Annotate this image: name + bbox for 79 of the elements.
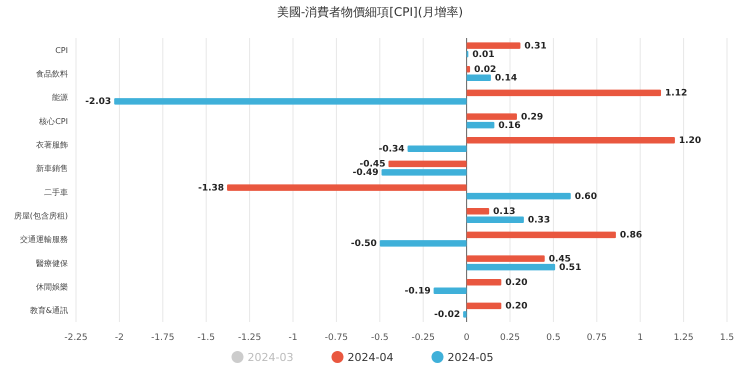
- y-tick-label: 醫療健保: [36, 258, 68, 268]
- bar: [463, 311, 467, 318]
- y-tick-label: CPI: [55, 46, 68, 55]
- data-label: -0.49: [352, 168, 379, 178]
- bar: [466, 302, 502, 310]
- bar: [466, 42, 520, 49]
- data-label: 1.12: [665, 88, 688, 99]
- data-label: 1.20: [678, 136, 702, 146]
- y-tick-label: 二手車: [44, 188, 68, 197]
- x-tick-label: -2: [114, 333, 124, 343]
- data-label: 0.16: [498, 120, 521, 131]
- data-label: 0.13: [493, 207, 516, 217]
- data-label: 0.45: [548, 254, 571, 264]
- bar: [466, 192, 571, 200]
- x-tick-label: -1.25: [238, 333, 262, 343]
- bar: [466, 122, 494, 128]
- data-label: 0.33: [528, 216, 550, 226]
- x-tick-label: 1.5: [720, 333, 734, 343]
- y-tick-label: 新車銷售: [36, 164, 68, 174]
- x-tick-label: 1.25: [674, 333, 694, 343]
- bar: [434, 288, 467, 294]
- legend-label: 2024-05: [448, 351, 494, 364]
- bar: [466, 113, 517, 120]
- x-tick-label: 0.75: [586, 333, 607, 343]
- y-tick-label: 核心CPI: [38, 116, 68, 126]
- data-label: -0.19: [404, 286, 431, 296]
- x-tick-label: -0.75: [324, 333, 348, 343]
- data-label: 0.29: [520, 112, 544, 122]
- bar: [382, 169, 467, 176]
- data-label: -2.03: [85, 97, 112, 108]
- data-label: 0.02: [474, 65, 496, 75]
- bar: [114, 98, 467, 105]
- data-label: 0.60: [574, 192, 597, 202]
- data-label: 0.31: [524, 41, 547, 52]
- bar: [227, 184, 467, 191]
- x-tick-label: -0.25: [412, 333, 435, 343]
- bar: [466, 216, 524, 223]
- bar: [466, 255, 545, 262]
- x-tick-label: -2.25: [64, 333, 88, 343]
- y-tick-label: 衣著服飾: [36, 140, 68, 150]
- x-tick-label: 0: [464, 333, 470, 343]
- y-tick-label: 能源: [52, 93, 68, 102]
- y-tick-label: 食品飲料: [36, 70, 68, 78]
- data-label: 0.20: [505, 302, 528, 312]
- data-label: -0.50: [350, 239, 377, 250]
- data-label: 0.01: [472, 50, 495, 60]
- data-label: -0.45: [360, 160, 386, 170]
- data-label: 0.51: [559, 262, 582, 273]
- x-tick-label: -1: [288, 333, 298, 343]
- data-label: 0.86: [620, 230, 642, 241]
- chart-title: 美國-消費者物價細項[CPI](月增率): [276, 5, 464, 19]
- bar: [466, 74, 491, 81]
- bar: [408, 146, 467, 152]
- x-tick-label: 1: [637, 333, 644, 343]
- y-tick-label: 房屋(包含房租): [14, 212, 68, 220]
- legend-label: 2024-03: [248, 351, 294, 364]
- data-label: -0.02: [434, 310, 460, 320]
- data-label: 0.14: [494, 74, 518, 84]
- bar: [466, 264, 556, 270]
- y-tick-label: 休閒娛樂: [36, 282, 68, 292]
- bar: [466, 90, 662, 96]
- x-tick-label: -1.5: [197, 333, 215, 343]
- data-label: -0.34: [378, 144, 405, 154]
- x-tick-label: -0.5: [371, 333, 389, 343]
- x-tick-label: -1.75: [151, 333, 174, 343]
- bar: [388, 160, 467, 168]
- y-tick-label: 交通運輸服務: [20, 235, 68, 244]
- bar: [466, 208, 490, 214]
- x-tick-label: 0.5: [546, 333, 561, 343]
- data-label: -1.38: [198, 183, 224, 194]
- bar: [466, 66, 470, 72]
- bar: [466, 137, 675, 144]
- bar: [466, 232, 616, 238]
- legend-label: 2024-04: [348, 351, 394, 364]
- data-label: 0.20: [505, 278, 528, 288]
- x-tick-label: 0.25: [500, 333, 520, 343]
- bar: [380, 240, 467, 247]
- bar: [466, 279, 502, 286]
- y-tick-label: 教育&通訊: [30, 306, 68, 316]
